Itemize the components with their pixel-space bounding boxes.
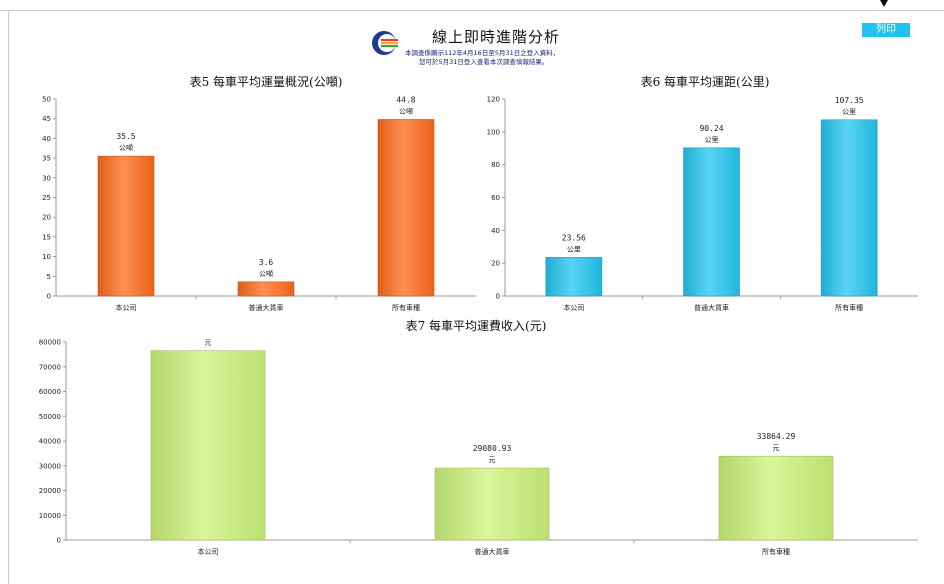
print-button[interactable]: 列印 <box>862 23 910 37</box>
y-tick-label: 35 <box>42 155 51 163</box>
y-tick-label: 30000 <box>39 462 61 470</box>
y-tick-label: 10000 <box>39 512 61 520</box>
data-unit-label: 元 <box>773 444 780 452</box>
y-tick-label: 40 <box>491 227 500 235</box>
y-tick-label: 80 <box>491 161 500 169</box>
y-tick-label: 15 <box>42 233 51 241</box>
category-label: 本公司 <box>563 303 584 312</box>
data-label: 33864.29 <box>757 432 796 441</box>
category-label: 普通大貨車 <box>694 303 729 312</box>
y-tick-label: 20 <box>42 214 51 222</box>
data-unit-label: 公里 <box>705 136 719 144</box>
bar-1 <box>150 350 266 541</box>
bar-3 <box>377 119 435 297</box>
report-frame <box>8 10 936 584</box>
chart-title: 表5 每車平均運量概況(公噸) <box>190 74 343 89</box>
data-label: 23.56 <box>562 233 586 242</box>
y-tick-label: 50000 <box>39 413 61 421</box>
caret-down-icon <box>880 0 888 7</box>
data-unit-label: 元 <box>489 456 496 464</box>
data-unit-label: 公噸 <box>399 106 413 115</box>
category-label: 本公司 <box>116 303 137 312</box>
bar-1 <box>545 257 603 297</box>
y-tick-label: 120 <box>487 96 500 104</box>
data-unit-label: 公里 <box>842 108 856 116</box>
y-tick-label: 10 <box>42 253 51 261</box>
y-tick-label: 40000 <box>39 438 61 446</box>
data-label: 44.8 <box>396 95 415 104</box>
category-label: 所有車種 <box>762 547 790 556</box>
category-label: 所有車種 <box>835 303 863 312</box>
category-label: 普通大貨車 <box>249 303 284 312</box>
y-tick-label: 50 <box>42 96 51 104</box>
bar-1 <box>97 155 155 297</box>
data-label: 35.5 <box>116 132 135 141</box>
y-tick-label: 0 <box>47 293 51 301</box>
data-label: 107.35 <box>835 96 864 105</box>
company-logo-icon <box>372 31 398 55</box>
bar-2 <box>683 147 740 297</box>
y-tick-label: 45 <box>42 115 51 123</box>
chart-title: 表6 每車平均運距(公里) <box>641 74 770 89</box>
category-label: 本公司 <box>198 547 219 556</box>
page-title: 線上即時進階分析 <box>432 28 561 46</box>
bar-2 <box>237 281 295 297</box>
y-tick-label: 60 <box>491 194 500 202</box>
survey-note-line1: 本調查係顯示112年4月16日至5月31日之登入資料， <box>405 49 560 57</box>
category-label: 普通大貨車 <box>475 547 510 556</box>
y-tick-label: 20 <box>491 260 500 268</box>
y-tick-label: 40 <box>42 135 51 143</box>
y-tick-label: 0 <box>57 537 61 545</box>
y-tick-label: 30 <box>42 174 51 182</box>
data-label: 29080.93 <box>473 444 512 453</box>
category-label: 所有車種 <box>392 303 420 312</box>
y-tick-label: 100 <box>487 128 500 136</box>
data-unit-label: 公里 <box>567 245 581 253</box>
y-tick-label: 5 <box>47 273 51 281</box>
y-tick-label: 20000 <box>39 487 61 495</box>
data-label: 90.24 <box>699 124 723 133</box>
survey-note-line2: 您可於5月31日登入查看本次調查填報結果。 <box>419 58 549 66</box>
data-unit-label: 公噸 <box>259 269 273 278</box>
y-tick-label: 70000 <box>39 363 61 371</box>
y-tick-label: 0 <box>496 293 500 301</box>
bar-3 <box>820 119 878 297</box>
bar-3 <box>718 455 834 541</box>
y-tick-label: 25 <box>42 194 51 202</box>
data-unit-label: 公噸 <box>119 143 133 152</box>
y-tick-label: 60000 <box>39 388 61 396</box>
y-tick-label: 80000 <box>39 339 61 347</box>
bar-2 <box>434 467 550 541</box>
data-unit-label: 元 <box>205 339 212 347</box>
chart-title: 表7 每車平均運費收入(元) <box>406 318 547 333</box>
data-label: 3.6 <box>259 258 274 267</box>
